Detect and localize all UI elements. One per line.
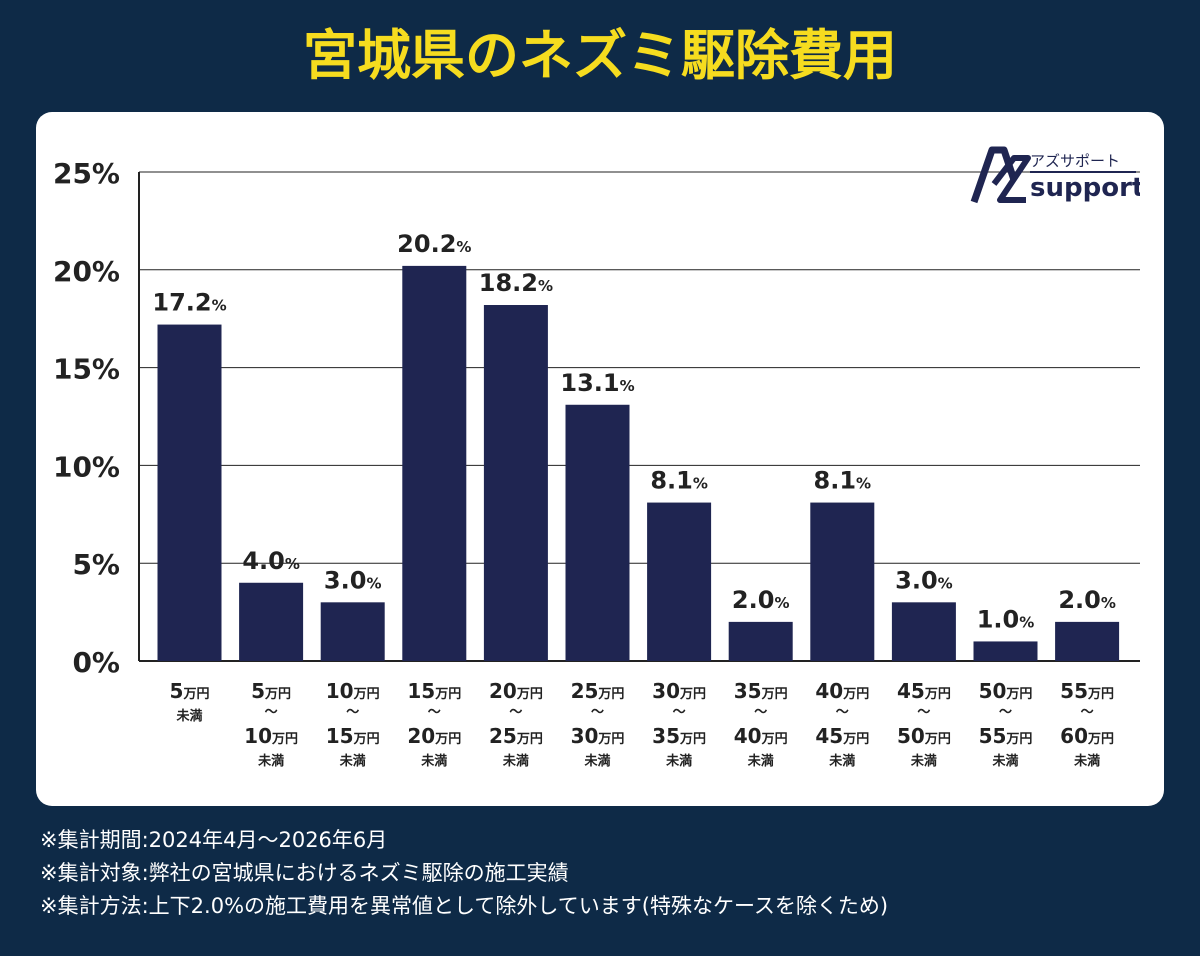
bar [483, 305, 548, 661]
x-tick-label: 50万円〜 55万円未満 [979, 679, 1033, 769]
y-tick-label: 25% [53, 157, 120, 190]
bar [239, 582, 304, 661]
y-tick-label: 15% [53, 353, 120, 386]
bar [973, 641, 1038, 661]
bar [810, 502, 875, 661]
note-target: ※集計対象:弊社の宮城県におけるネズミ駆除の施工実績 [40, 861, 569, 885]
x-tick-label: 5万円未満 [170, 679, 210, 724]
bar [728, 621, 793, 661]
data-label: 3.0% [324, 566, 382, 594]
data-label: 4.0% [242, 547, 300, 575]
x-tick-label: 55万円〜 60万円未満 [1060, 679, 1114, 769]
x-tick-label: 20万円〜 25万円未満 [489, 679, 543, 769]
logo-word: support [1030, 173, 1140, 203]
data-label: 3.0% [895, 566, 953, 594]
x-tick-label: 40万円〜 45万円未満 [815, 679, 869, 769]
footnotes: ※集計期間:2024年4月〜2026年6月 ※集計対象:弊社の宮城県におけるネズ… [40, 824, 1160, 923]
bar [157, 324, 222, 661]
y-tick-label: 5% [72, 548, 120, 581]
x-tick-label: 5万円〜 10万円未満 [244, 679, 298, 769]
data-label: 2.0% [1058, 586, 1116, 614]
data-label: 2.0% [732, 586, 790, 614]
data-label: 20.2% [397, 230, 471, 258]
y-tick-label: 0% [72, 646, 120, 679]
data-label: 8.1% [814, 467, 872, 495]
data-label: 13.1% [560, 369, 634, 397]
bar [320, 602, 385, 661]
x-tick-label: 35万円〜 40万円未満 [734, 679, 788, 769]
x-tick-label: 30万円〜 35万円未満 [652, 679, 706, 769]
y-tick-label: 20% [53, 255, 120, 288]
bar [402, 265, 467, 661]
data-label: 17.2% [152, 289, 226, 317]
data-label: 1.0% [977, 605, 1035, 633]
x-tick-label: 25万円〜 30万円未満 [571, 679, 625, 769]
note-method: ※集計方法:上下2.0%の施工費用を異常値として除外しています(特殊なケースを除… [40, 894, 889, 918]
data-label: 8.1% [650, 467, 708, 495]
bar [891, 602, 956, 661]
az-mark-icon [970, 146, 1031, 204]
x-tick-label: 15万円〜 20万円未満 [407, 679, 461, 769]
azsupport-logo: アズサポート support [970, 146, 1140, 204]
x-tick-label: 45万円〜 50万円未満 [897, 679, 951, 769]
bar [647, 502, 712, 661]
x-tick-label: 10万円〜 15万円未満 [326, 679, 380, 769]
bar [1055, 621, 1120, 661]
data-label: 18.2% [479, 269, 553, 297]
logo-kana: アズサポート [1030, 152, 1120, 170]
page-title: 宮城県のネズミ駆除費用 [303, 24, 897, 87]
note-period: ※集計期間:2024年4月〜2026年6月 [40, 828, 388, 852]
bar [565, 404, 630, 661]
y-tick-label: 10% [53, 450, 120, 483]
